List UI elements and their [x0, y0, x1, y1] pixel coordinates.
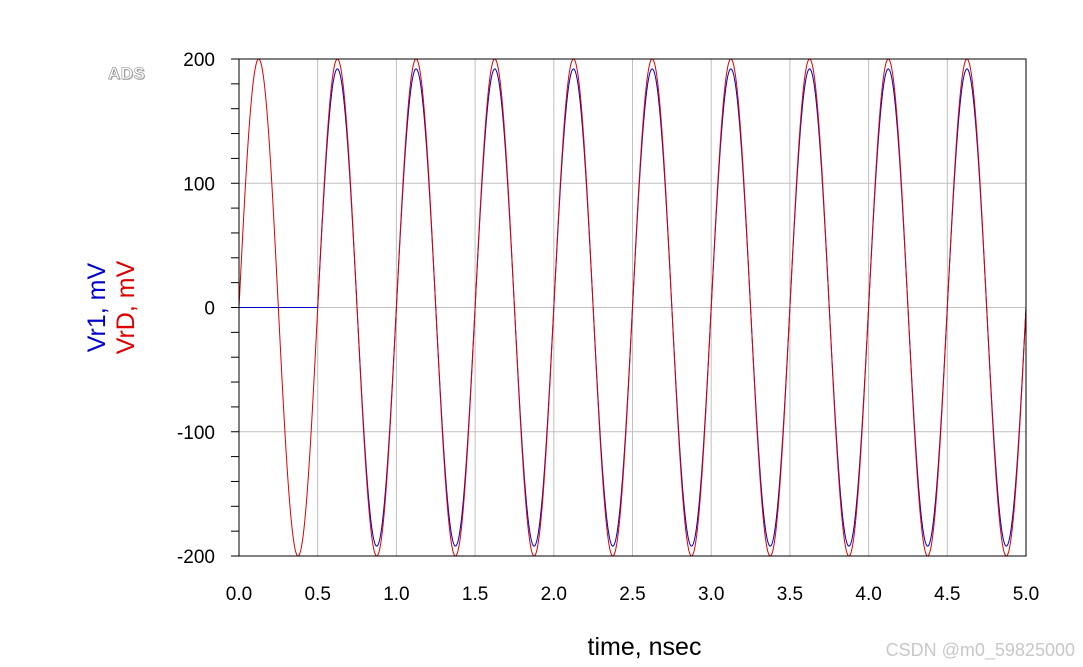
y-axis-labels: Vr1, mV VrD, mV [83, 260, 140, 354]
x-tick-label: 2.5 [619, 584, 645, 605]
x-tick-labels: 0.0 0.5 1.0 1.5 2.0 2.5 3.0 3.5 4.0 4.5 5.0 [226, 584, 1039, 605]
y-tick-label: -100 [177, 423, 215, 444]
series-layer [238, 58, 1027, 557]
y-tick-labels: 200 100 0 -100 -200 [177, 50, 215, 568]
plot-frame [238, 58, 1027, 557]
x-tick-label: 2.0 [541, 584, 567, 605]
x-tick-label: 0.5 [304, 584, 330, 605]
x-tick-label: 5.0 [1013, 584, 1039, 605]
x-tick-label: 4.0 [855, 584, 881, 605]
y-axis-label-1: Vr1, mV [83, 262, 111, 352]
y-axis-label-2: VrD, mV [112, 260, 140, 354]
watermark: CSDN @m0_59825000 [885, 640, 1075, 660]
y-tick-label: -200 [177, 547, 215, 568]
x-tick-label: 4.5 [934, 584, 960, 605]
y-tick-label: 0 [204, 299, 215, 320]
y-minor-ticks [231, 58, 239, 557]
x-axis-label: time, nsec [588, 633, 702, 661]
x-tick-label: 0.0 [226, 584, 252, 605]
x-tick-label: 1.0 [383, 584, 409, 605]
x-tick-label: 3.5 [777, 584, 803, 605]
x-tick-label: 1.5 [462, 584, 488, 605]
series-line-vrd [238, 58, 1027, 557]
y-tick-label: 100 [183, 174, 215, 195]
x-tick-label: 3.0 [698, 584, 724, 605]
ads-logo: ADS [108, 64, 146, 84]
y-tick-label: 200 [183, 50, 215, 71]
